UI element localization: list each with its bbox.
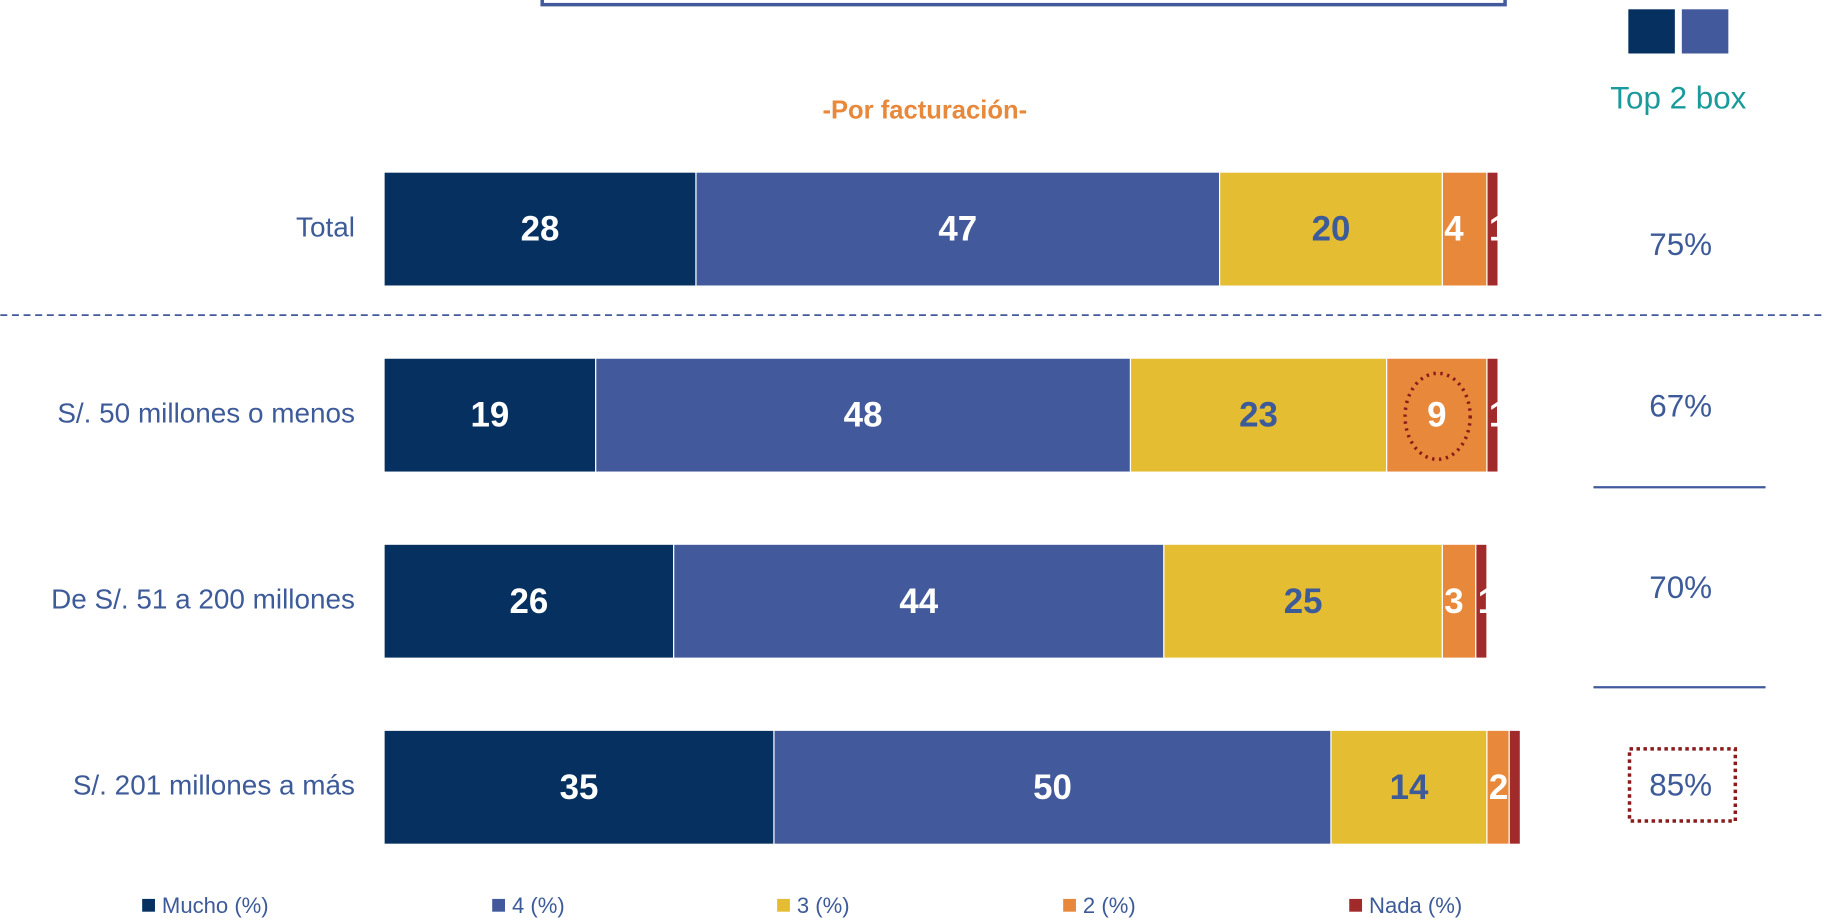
data-label: 48 (844, 396, 883, 435)
data-label: 35 (560, 768, 599, 807)
bar-segment (1386, 357, 1488, 473)
bar-segment (383, 543, 675, 659)
category-label: Total (296, 211, 355, 242)
data-label: 44 (899, 582, 938, 621)
bar-segment (1486, 357, 1499, 473)
legend-swatch (1063, 898, 1076, 912)
bar-segment (773, 729, 1332, 845)
bar-segment (1475, 543, 1488, 659)
highlight-box (1627, 747, 1738, 823)
data-label: 1 (1489, 210, 1508, 249)
data-label: 23 (1239, 396, 1278, 435)
bar-segment (1441, 171, 1488, 287)
data-label: 28 (521, 210, 560, 249)
highlight-circle (1403, 371, 1472, 462)
top2-value: 75% (1649, 227, 1712, 262)
bar-segment (1441, 543, 1477, 659)
bar-segment (1129, 357, 1388, 473)
data-label: 26 (509, 582, 548, 621)
bar-segment (1486, 171, 1499, 287)
data-label: 20 (1312, 210, 1351, 249)
subtitle: -Por facturación- (822, 96, 1027, 124)
data-label: 4 (1444, 210, 1464, 249)
legend-swatch (142, 898, 155, 912)
bar-segment (595, 357, 1132, 473)
bar-segment (673, 543, 1165, 659)
top2-swatch (1628, 9, 1675, 54)
bar-segment (695, 171, 1221, 287)
top2-value: 85% (1649, 768, 1712, 803)
header-box (540, 0, 1507, 7)
category-label: S/. 201 millones a más (73, 770, 355, 801)
data-label: 14 (1390, 768, 1429, 807)
bar-segment (383, 729, 775, 845)
top2-value: 67% (1649, 388, 1712, 423)
category-label: De S/. 51 a 200 millones (51, 584, 355, 615)
top2-swatch (1681, 9, 1729, 54)
data-label: 9 (1427, 396, 1446, 435)
data-label: 3 (1444, 582, 1463, 621)
legend-label: 3 (%) (797, 893, 850, 918)
bar-segment (383, 357, 597, 473)
legend-label: 2 (%) (1083, 893, 1136, 918)
data-label: 25 (1284, 582, 1323, 621)
data-label: 1 (1478, 582, 1497, 621)
bar-segment (1508, 729, 1521, 845)
category-label: S/. 50 millones o menos (57, 398, 355, 429)
bar-segment (383, 171, 697, 287)
bar-segment (1163, 543, 1443, 659)
bar-segment (1330, 729, 1488, 845)
legend-label: 4 (%) (512, 893, 565, 918)
top2-title: Top 2 box (1610, 80, 1746, 115)
data-label: 1 (1489, 396, 1508, 435)
legend-swatch (777, 898, 790, 912)
top2-value: 70% (1649, 570, 1712, 605)
bar-segment (1218, 171, 1443, 287)
legend-label: Mucho (%) (162, 893, 269, 918)
data-label: 50 (1033, 768, 1072, 807)
data-label: 2 (1489, 768, 1508, 807)
legend-label: Nada (%) (1369, 893, 1462, 918)
data-label: 19 (470, 396, 509, 435)
legend-swatch (1349, 898, 1363, 912)
data-label: 47 (938, 210, 977, 249)
legend-swatch (492, 898, 505, 912)
